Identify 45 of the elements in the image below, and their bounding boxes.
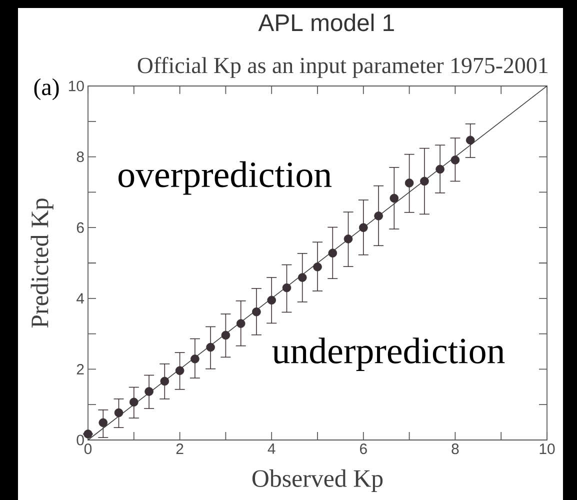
chart-title: APL model 1 <box>258 14 394 32</box>
x-tick-label: 6 <box>360 444 367 454</box>
point <box>313 262 322 272</box>
x-tick-label: 0 <box>84 444 92 454</box>
point <box>98 418 108 428</box>
point <box>252 307 261 316</box>
x-tick-label: 8 <box>452 444 459 454</box>
point <box>404 178 414 188</box>
text: (a) <box>34 78 59 100</box>
annotation: overprediction <box>118 161 332 195</box>
point <box>344 234 353 244</box>
x-axis-title: Observed Kp <box>252 469 383 492</box>
x-tick-label: 10 <box>540 444 555 454</box>
y-tick-label: 8 <box>76 152 84 162</box>
point <box>466 136 475 145</box>
y-tick-label: 2 <box>76 364 84 374</box>
point <box>282 283 292 292</box>
point <box>450 156 460 164</box>
x-tick-label: 4 <box>268 444 276 454</box>
point <box>84 430 92 438</box>
x-tick-label: 2 <box>176 444 184 454</box>
y-tick-label: 0 <box>76 434 84 446</box>
y-axis-title: Predicted Kp <box>30 198 54 328</box>
point <box>298 273 307 282</box>
point <box>390 194 399 203</box>
annotation: underprediction <box>272 338 505 372</box>
y-tick-label: 10 <box>69 80 84 92</box>
point <box>144 387 154 396</box>
point <box>359 223 368 232</box>
chart-subtitle: Official Kp as an input parameter 1975-2001 <box>138 56 548 78</box>
point <box>190 354 200 364</box>
point <box>175 366 184 376</box>
y-tick-label: 4 <box>76 293 84 304</box>
point <box>328 248 338 258</box>
point <box>114 408 124 418</box>
y-tick-label: 6 <box>76 222 84 233</box>
point <box>267 296 276 305</box>
point <box>374 212 383 220</box>
point <box>206 342 215 352</box>
point <box>420 176 429 186</box>
point <box>130 398 138 407</box>
point <box>160 376 170 386</box>
point <box>436 164 444 174</box>
point <box>236 319 246 328</box>
point <box>221 330 230 340</box>
